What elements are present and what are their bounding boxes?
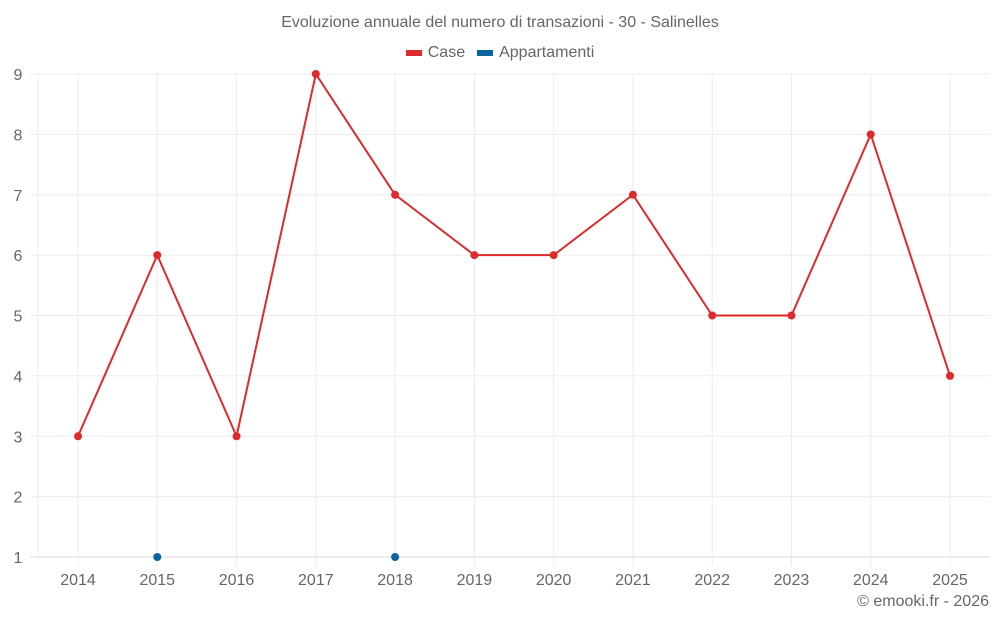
data-point-case-2015[interactable]: [153, 251, 162, 260]
y-tick-label: 7: [14, 188, 23, 205]
data-point-case-2023[interactable]: [787, 311, 796, 320]
legend-label-appartamenti: Appartamenti: [499, 44, 595, 61]
y-tick-label: 9: [14, 67, 23, 84]
chart-legend: Case Appartamenti: [0, 44, 1000, 62]
data-point-case-2020[interactable]: [549, 251, 558, 260]
y-tick-label: 8: [14, 127, 23, 144]
x-axis: 2014 2015 2016 2017 2018 2019 2020 2021 2022 2023…: [60, 557, 968, 589]
chart-title: Evoluzione annuale del numero di transaz…: [281, 14, 719, 31]
data-series: [74, 70, 954, 561]
series-line-case: [77, 73, 951, 438]
data-point-case-2017[interactable]: [311, 70, 320, 78]
x-tick-label: 2017: [298, 572, 334, 589]
x-tick-label: 2014: [60, 572, 96, 589]
grid-lines: [30, 73, 990, 558]
credit-text: © emooki.fr - 2026: [857, 593, 989, 610]
x-tick-label: 2022: [694, 572, 730, 589]
x-tick-label: 2016: [219, 572, 255, 589]
y-tick-label: 2: [14, 490, 23, 507]
legend-label-case: Case: [427, 44, 466, 61]
data-point-appartamenti-2018[interactable]: [391, 553, 400, 561]
data-point-case-2014[interactable]: [74, 432, 82, 441]
y-tick-label: 3: [14, 429, 23, 446]
x-tick-label: 2025: [932, 572, 968, 589]
y-axis: 1 2 3 4 5 6 7 8 9: [14, 67, 23, 567]
y-tick-label: 1: [14, 550, 23, 567]
x-tick-label: 2015: [139, 572, 175, 589]
series-appartamenti: [153, 553, 400, 561]
legend-swatch-appartamenti: [477, 50, 494, 56]
legend-item-case[interactable]: Case: [405, 44, 466, 62]
data-point-case-2019[interactable]: [470, 251, 479, 260]
data-point-case-2025[interactable]: [946, 371, 954, 380]
x-tick-label: 2024: [853, 572, 889, 589]
x-tick-label: 2020: [536, 572, 572, 589]
legend-swatch-case: [405, 50, 422, 56]
x-tick-label: 2021: [615, 572, 651, 589]
data-point-case-2022[interactable]: [708, 311, 717, 320]
y-tick-label: 5: [14, 309, 23, 326]
data-point-case-2024[interactable]: [866, 130, 875, 139]
series-case: [74, 70, 954, 441]
data-point-appartamenti-2015[interactable]: [153, 553, 162, 561]
y-tick-label: 4: [14, 369, 23, 386]
legend-item-appartamenti[interactable]: Appartamenti: [477, 44, 594, 62]
y-tick-label: 6: [14, 248, 23, 265]
x-tick-label: 2023: [774, 572, 810, 589]
data-point-case-2021[interactable]: [628, 190, 637, 199]
data-point-case-2018[interactable]: [391, 190, 400, 199]
data-point-case-2016[interactable]: [232, 432, 241, 441]
x-tick-label: 2018: [377, 572, 413, 589]
x-tick-label: 2019: [457, 572, 493, 589]
